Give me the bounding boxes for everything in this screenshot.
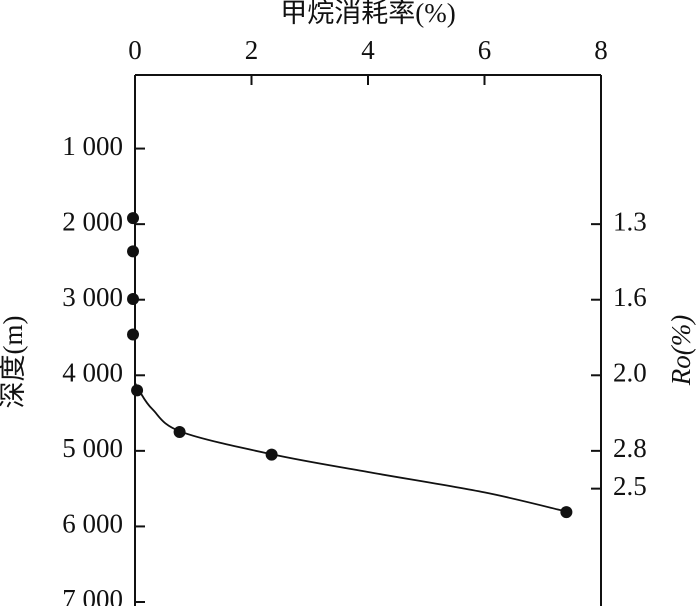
- y-tick-label: 3 000: [62, 282, 123, 312]
- trend-line: [134, 382, 569, 513]
- y-tick-label: 4 000: [62, 357, 123, 387]
- x-tick-label: 8: [594, 35, 608, 65]
- x-tick-label: 4: [361, 35, 375, 65]
- y-tick-label: 5 000: [62, 433, 123, 463]
- x-tick-label: 0: [128, 35, 142, 65]
- y-tick-label: 1 000: [62, 131, 123, 161]
- y2-tick-label: 2.0: [613, 357, 647, 387]
- y2-tick-label: 2.8: [613, 433, 647, 463]
- x-tick-label: 2: [245, 35, 259, 65]
- y-tick-label: 2 000: [62, 206, 123, 236]
- y2-tick-label: 2.5: [613, 471, 647, 501]
- y2-tick-label: 1.3: [613, 206, 647, 236]
- y-tick-label: 6 000: [62, 509, 123, 539]
- data-point: [127, 212, 139, 225]
- x-tick-label: 6: [478, 35, 492, 65]
- y2-axis-label: Ro(%): [666, 315, 696, 386]
- data-point: [127, 328, 139, 341]
- y-axis-label: 深度(m): [0, 316, 28, 409]
- y2-tick-label: 1.6: [613, 282, 647, 312]
- x-axis-label: 甲烷消耗率(%): [280, 0, 455, 28]
- data-point: [127, 292, 139, 305]
- y-tick-label: 7 000: [62, 584, 123, 606]
- data-point: [127, 245, 139, 258]
